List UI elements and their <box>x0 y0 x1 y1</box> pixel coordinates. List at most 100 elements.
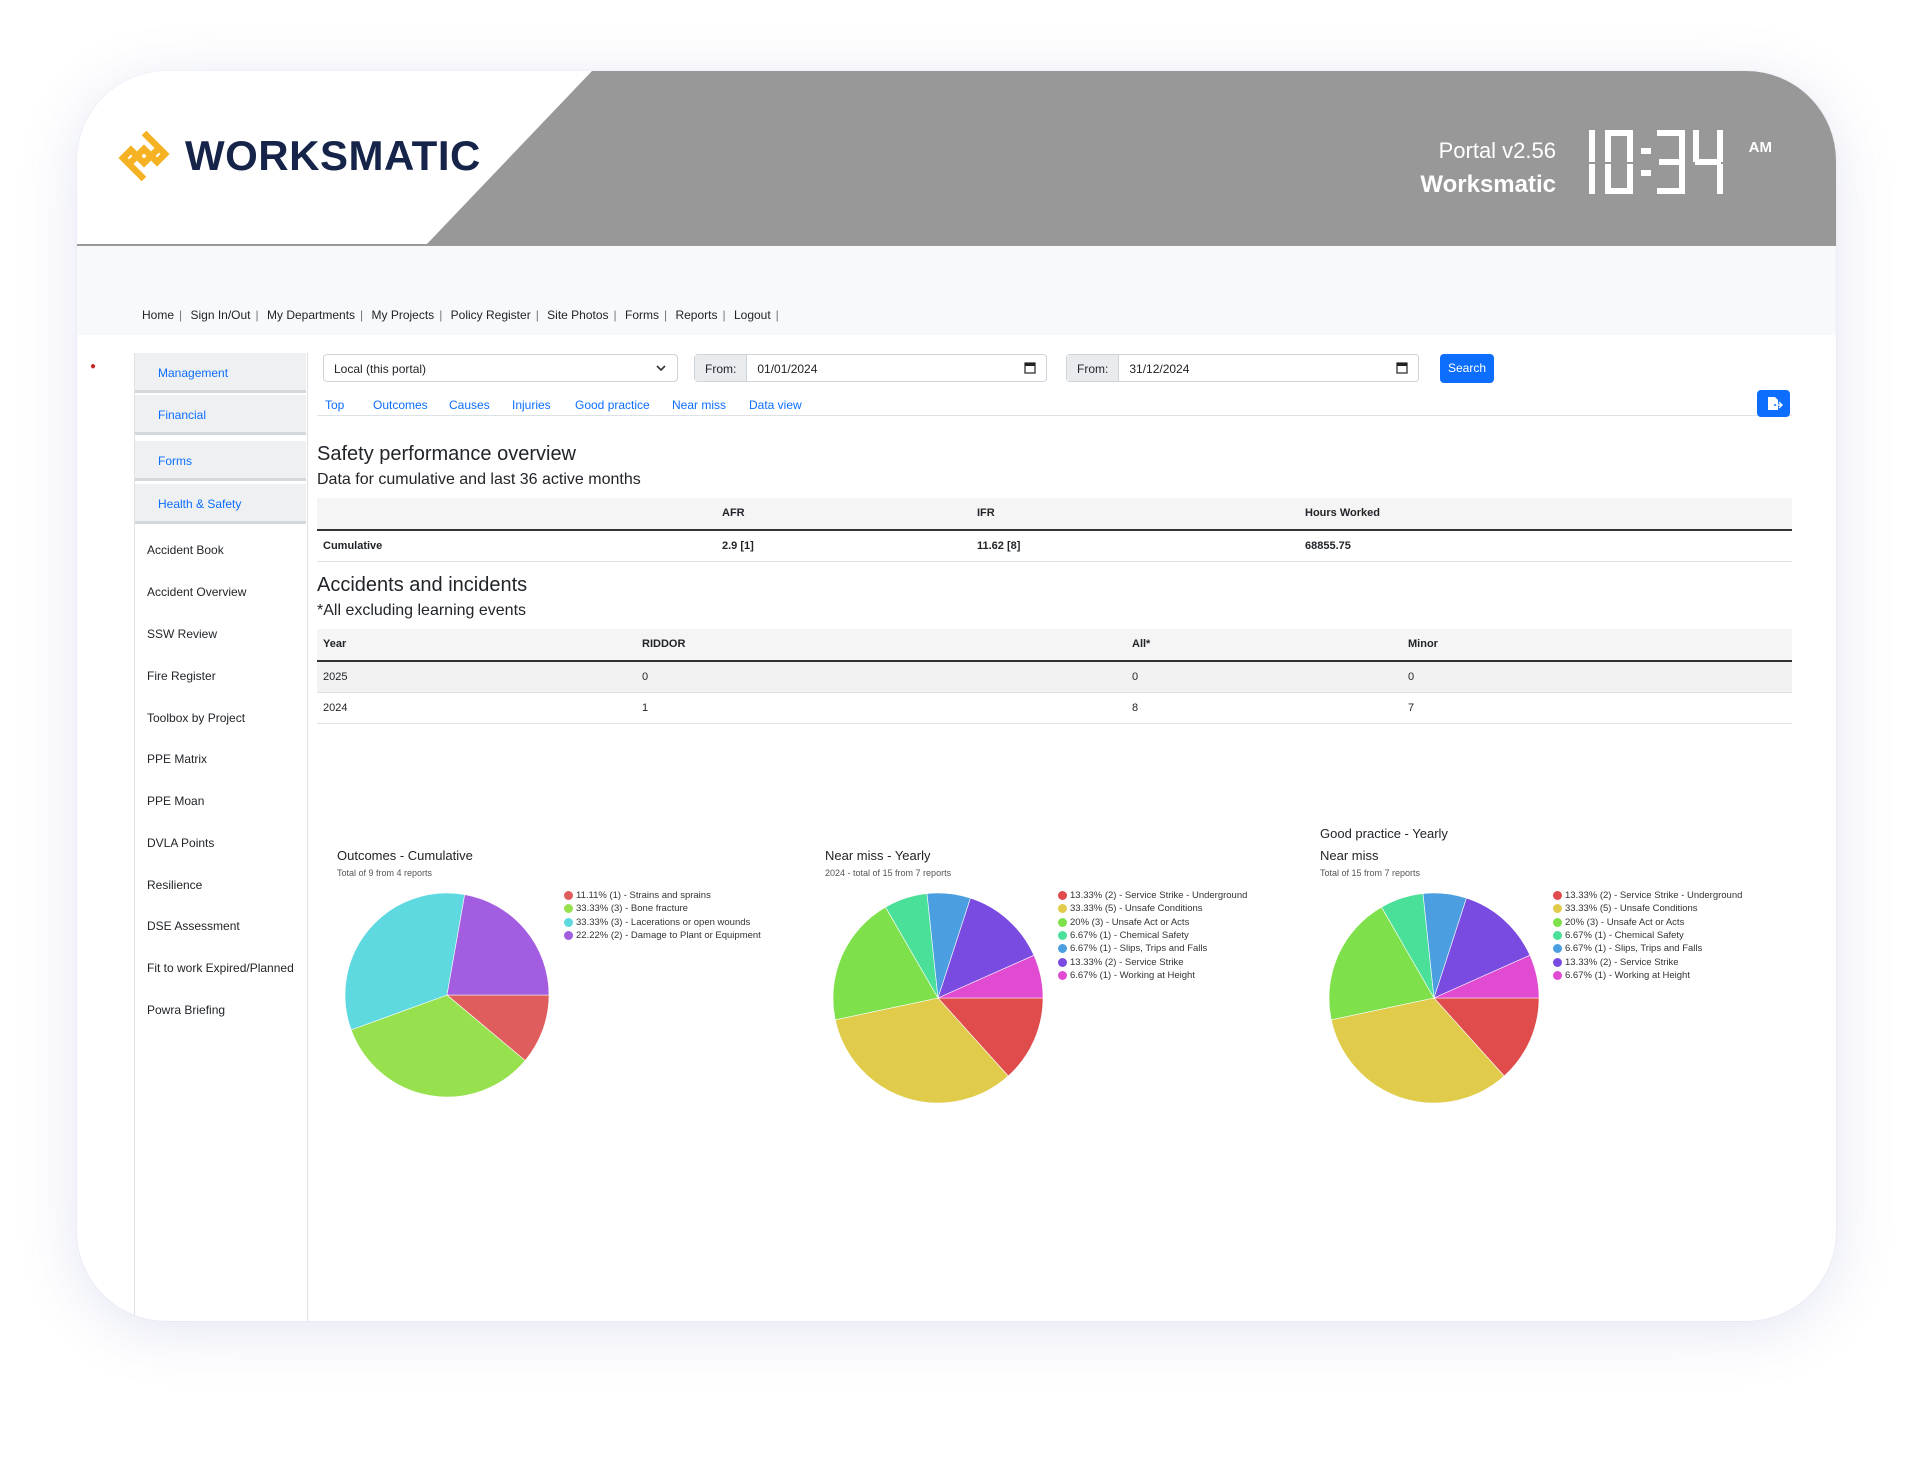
sidebar-section-management[interactable]: Management <box>135 353 306 393</box>
sidebar-section-forms[interactable]: Forms <box>135 441 306 481</box>
source-select[interactable]: Local (this portal) <box>323 354 678 382</box>
legend-label: 13.33% (2) - Service Strike - Undergroun… <box>1565 890 1743 902</box>
nav-site-photos[interactable]: Site Photos <box>547 308 609 322</box>
nav-forms[interactable]: Forms <box>625 308 659 322</box>
sidebar-section-financial[interactable]: Financial <box>135 395 306 435</box>
legend-item[interactable]: 33.33% (5) - Unsafe Conditions <box>1058 902 1247 915</box>
pie-slice[interactable] <box>832 906 939 1021</box>
legend-swatch <box>1058 917 1067 927</box>
sidebar-section-health-safety[interactable]: Health & Safety <box>135 484 306 524</box>
legend-item[interactable]: 20% (3) - Unsafe Act or Acts <box>1553 916 1742 929</box>
pie-slice[interactable] <box>1330 997 1505 1104</box>
legend-item[interactable]: 20% (3) - Unsafe Act or Acts <box>1058 916 1247 929</box>
nav-my-departments[interactable]: My Departments <box>267 308 356 322</box>
pie-slice[interactable] <box>446 894 550 996</box>
legend-label: 20% (3) - Unsafe Act or Acts <box>1565 916 1685 928</box>
search-button[interactable]: Search <box>1440 354 1494 383</box>
date-from-input[interactable]: 01/01/2024 <box>747 355 1046 381</box>
tab-good-practice[interactable]: Good practice <box>575 398 650 412</box>
export-button[interactable] <box>1757 390 1790 417</box>
legend-item[interactable]: 33.33% (3) - Lacerations or open wounds <box>564 916 761 929</box>
cell-minor: 7 <box>1408 702 1415 714</box>
pie-slice[interactable] <box>834 997 1009 1104</box>
legend-item[interactable]: 6.67% (1) - Slips, Trips and Falls <box>1058 942 1247 955</box>
brand-logo[interactable]: WORKSMATIC <box>117 129 481 183</box>
pie-slice[interactable] <box>344 892 466 1031</box>
pie-slice[interactable] <box>937 897 1035 999</box>
sidebar: Management Financial Forms Health & Safe… <box>134 353 308 1321</box>
legend-item[interactable]: 6.67% (1) - Chemical Safety <box>1553 929 1742 942</box>
cell-minor: 0 <box>1408 671 1415 683</box>
tab-near-miss[interactable]: Near miss <box>672 398 727 412</box>
hours-worked-value: 68855.75 <box>1305 540 1351 552</box>
legend-item[interactable]: 6.67% (1) - Slips, Trips and Falls <box>1553 942 1742 955</box>
cell-year: 2024 <box>323 702 348 714</box>
table-row: 2025 0 0 0 <box>317 662 1792 693</box>
legend-item[interactable]: 6.67% (1) - Working at Height <box>1058 969 1247 982</box>
legend-item[interactable]: 22.22% (2) - Damage to Plant or Equipmen… <box>564 929 761 942</box>
pie-slice[interactable] <box>937 954 1044 999</box>
pie-slice[interactable] <box>446 994 550 1061</box>
sidebar-link-accident-overview[interactable]: Accident Overview <box>147 585 247 599</box>
sidebar-link-ppe-moan[interactable]: PPE Moan <box>147 794 205 808</box>
date-to-input[interactable]: 31/12/2024 <box>1119 355 1418 381</box>
accidents-title: Accidents and incidents <box>317 574 528 596</box>
pie-slice[interactable] <box>1433 997 1540 1077</box>
sidebar-link-dse-assessment[interactable]: DSE Assessment <box>147 919 240 933</box>
legend-swatch <box>1553 970 1562 980</box>
nav-logout[interactable]: Logout <box>733 308 771 322</box>
legend-swatch <box>1058 931 1067 941</box>
pie-slice[interactable] <box>1328 906 1435 1021</box>
pie-slice[interactable] <box>350 994 526 1098</box>
legend-swatch <box>1058 891 1067 901</box>
legend-label: 11.11% (1) - Strains and sprains <box>576 890 711 902</box>
tab-top[interactable]: Top <box>325 398 345 412</box>
nav-my-projects[interactable]: My Projects <box>371 308 435 322</box>
sidebar-link-ppe-matrix[interactable]: PPE Matrix <box>147 752 208 766</box>
legend-swatch <box>1553 891 1562 901</box>
sidebar-link-resilience[interactable]: Resilience <box>147 878 203 892</box>
legend-item[interactable]: 13.33% (2) - Service Strike <box>1553 955 1742 968</box>
tab-causes[interactable]: Causes <box>449 398 490 412</box>
legend-item[interactable]: 33.33% (3) - Bone fracture <box>564 902 761 915</box>
header-banner <box>426 71 1836 245</box>
sidebar-link-powra-briefing[interactable]: Powra Briefing <box>147 1003 226 1017</box>
tab-outcomes[interactable]: Outcomes <box>373 398 428 412</box>
pie-slice[interactable] <box>937 997 1044 1077</box>
legend-label: 13.33% (2) - Service Strike - Undergroun… <box>1070 890 1248 902</box>
legend-item[interactable]: 6.67% (1) - Chemical Safety <box>1058 929 1247 942</box>
chart-title-secondary: Near miss <box>1320 848 1379 863</box>
tab-data-view[interactable]: Data view <box>749 398 802 412</box>
legend-item[interactable]: 11.11% (1) - Strains and sprains <box>564 889 761 902</box>
nav-policy-register[interactable]: Policy Register <box>450 308 531 322</box>
nav-reports[interactable]: Reports <box>675 308 718 322</box>
legend-item[interactable]: 13.33% (2) - Service Strike - Undergroun… <box>1058 889 1247 902</box>
sidebar-link-ssw-review[interactable]: SSW Review <box>147 627 218 641</box>
pie-slice[interactable] <box>1433 954 1540 999</box>
nav-home[interactable]: Home <box>142 308 175 322</box>
record-dot-icon: ● <box>90 361 97 372</box>
calendar-icon[interactable] <box>1396 361 1408 374</box>
col-hours-worked: Hours Worked <box>1305 507 1380 519</box>
legend-item[interactable]: 13.33% (2) - Service Strike <box>1058 955 1247 968</box>
sidebar-link-fit-to-work[interactable]: Fit to work Expired/Planned <box>147 961 294 975</box>
pie-slice[interactable] <box>1433 897 1531 999</box>
sidebar-link-fire-register[interactable]: Fire Register <box>147 669 216 683</box>
date-from-value: 01/01/2024 <box>757 362 818 376</box>
sidebar-link-dvla-points[interactable]: DVLA Points <box>147 836 215 850</box>
sidebar-link-accident-book[interactable]: Accident Book <box>147 543 224 557</box>
tab-injuries[interactable]: Injuries <box>512 398 551 412</box>
legend-item[interactable]: 33.33% (5) - Unsafe Conditions <box>1553 902 1742 915</box>
ifr-value: 11.62 [8] <box>977 540 1021 552</box>
top-navigation: Home | Sign In/Out | My Departments | My Pr… <box>142 308 779 322</box>
col-all: All* <box>1132 638 1151 650</box>
brand-name: WORKSMATIC <box>185 132 481 179</box>
legend-item[interactable]: 6.67% (1) - Working at Height <box>1553 969 1742 982</box>
sidebar-link-toolbox-by-project[interactable]: Toolbox by Project <box>147 711 246 725</box>
calendar-icon[interactable] <box>1024 361 1036 374</box>
outcomes-pie-chart <box>344 892 550 1098</box>
chart-subtitle: 2024 - total of 15 from 7 reports <box>825 868 952 878</box>
nav-sign-in-out[interactable]: Sign In/Out <box>190 308 251 322</box>
legend-swatch <box>1058 944 1067 954</box>
legend-item[interactable]: 13.33% (2) - Service Strike - Undergroun… <box>1553 889 1742 902</box>
